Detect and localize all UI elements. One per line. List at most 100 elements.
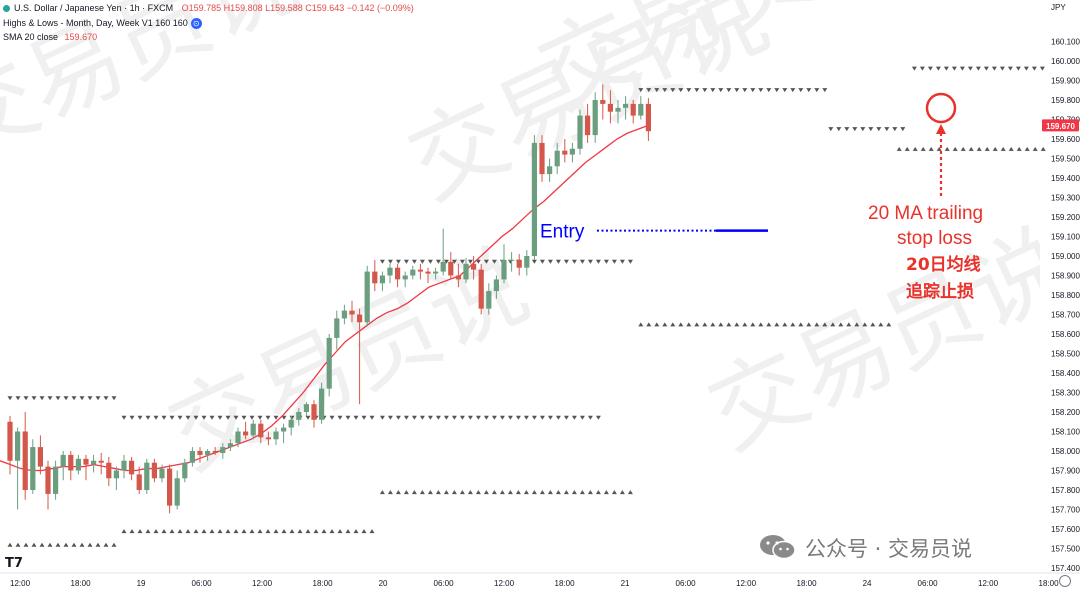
symbol-label: U.S. Dollar / Japanese Yen · 1h · FXCM	[14, 3, 174, 13]
low-marker	[870, 322, 876, 327]
high-marker	[23, 396, 29, 401]
high-marker	[547, 259, 553, 264]
low-marker	[241, 529, 247, 534]
high-marker	[844, 127, 850, 132]
current-price-tag	[1042, 119, 1079, 132]
low-marker	[491, 490, 497, 495]
candle-body	[471, 263, 477, 270]
high-marker	[467, 259, 473, 264]
candle-body	[197, 451, 203, 455]
indicator-legend-sma[interactable]: SMA 20 close 159.670	[3, 32, 97, 42]
high-marker	[782, 88, 788, 93]
high-marker	[539, 415, 545, 420]
candle-body	[379, 275, 385, 284]
candle-body	[121, 460, 127, 471]
candle-body	[357, 314, 363, 323]
time-tick-label: 06:00	[192, 579, 213, 588]
candle-body	[402, 275, 408, 280]
high-marker	[361, 415, 367, 420]
candle-body	[524, 256, 530, 268]
high-marker	[225, 415, 231, 420]
indicator-legend-highs-lows[interactable]: Highs & Lows - Month, Day, Week V1 160 1…	[3, 18, 202, 30]
low-marker	[111, 542, 117, 547]
footer-brand: 公众号 · 交易员说	[805, 537, 973, 561]
time-tick-label: 06:00	[434, 579, 455, 588]
candle-body	[303, 404, 309, 412]
indicator-settings-icon[interactable]: ⊙	[190, 18, 202, 30]
candle-body	[273, 431, 279, 440]
low-marker	[297, 529, 303, 534]
high-marker	[627, 259, 633, 264]
high-marker	[95, 396, 101, 401]
price-tick-label: 160.000	[1051, 57, 1080, 66]
high-marker	[475, 415, 481, 420]
high-marker	[750, 88, 756, 93]
low-marker	[627, 490, 633, 495]
high-marker	[435, 415, 441, 420]
price-tick-label: 158.900	[1051, 272, 1080, 281]
candle-body	[281, 427, 287, 432]
low-marker	[507, 490, 513, 495]
low-marker	[758, 322, 764, 327]
trailing-stop-annotation: 20 MA trailing	[868, 203, 983, 224]
high-marker	[959, 66, 965, 71]
tradingview-logo[interactable]: T7	[5, 556, 23, 571]
candle-body	[296, 412, 302, 420]
high-marker	[1007, 66, 1013, 71]
low-marker	[726, 322, 732, 327]
candle-body	[106, 462, 112, 479]
low-marker	[515, 490, 521, 495]
high-marker	[63, 396, 69, 401]
candle-body	[531, 142, 537, 256]
high-marker	[967, 66, 973, 71]
time-tick-label: 24	[863, 579, 872, 588]
high-marker	[654, 88, 660, 93]
high-marker	[742, 88, 748, 93]
settings-gear-icon[interactable]	[1059, 575, 1071, 587]
high-marker	[774, 88, 780, 93]
low-marker	[1016, 146, 1022, 151]
low-marker	[920, 146, 926, 151]
low-marker	[976, 146, 982, 151]
high-marker	[499, 415, 505, 420]
high-marker	[798, 88, 804, 93]
low-marker	[1040, 146, 1046, 151]
high-marker	[991, 66, 997, 71]
high-marker	[7, 396, 13, 401]
high-marker	[603, 259, 609, 264]
candle-body	[235, 431, 241, 444]
high-marker	[710, 88, 716, 93]
low-marker	[896, 146, 902, 151]
low-marker	[403, 490, 409, 495]
price-axis-bg	[1040, 0, 1080, 591]
low-marker	[710, 322, 716, 327]
high-marker	[951, 66, 957, 71]
candle-body	[433, 271, 439, 274]
candle-body	[174, 478, 180, 506]
price-tick-label: 160.100	[1051, 38, 1080, 47]
candle-body	[159, 468, 165, 479]
candle-body	[539, 142, 545, 175]
high-marker	[475, 259, 481, 264]
high-marker	[766, 88, 772, 93]
candle-body	[554, 150, 560, 167]
high-marker	[718, 88, 724, 93]
low-marker	[1008, 146, 1014, 151]
time-tick-label: 18:00	[1039, 579, 1060, 588]
low-marker	[459, 490, 465, 495]
candle-body	[98, 460, 104, 463]
candle-body	[387, 267, 393, 276]
candle-body	[440, 261, 446, 272]
low-marker	[411, 490, 417, 495]
candle-body	[585, 115, 591, 136]
low-marker	[750, 322, 756, 327]
candle-body	[493, 279, 499, 292]
low-marker	[662, 322, 668, 327]
high-marker	[79, 396, 85, 401]
low-marker	[87, 542, 93, 547]
low-marker	[563, 490, 569, 495]
price-tick-label: 157.700	[1051, 506, 1080, 515]
candle-body	[623, 103, 629, 108]
